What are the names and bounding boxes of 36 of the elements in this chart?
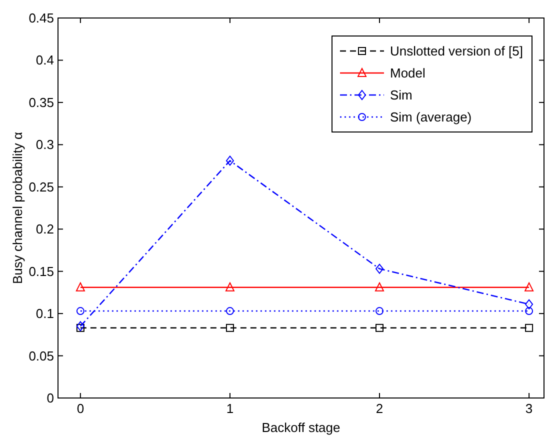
point (226, 156, 234, 166)
x-tick-label: 2 (376, 401, 384, 416)
y-tick-label: 0.1 (36, 306, 54, 322)
point (376, 324, 384, 332)
point (525, 324, 534, 332)
x-tick-label: 0 (76, 401, 84, 416)
y-tick-label: 0 (46, 390, 54, 406)
legend-label: Unslotted version of [5] (390, 44, 523, 58)
legend-label: Sim (390, 88, 412, 102)
point (76, 324, 84, 332)
point (525, 299, 534, 310)
y-tick-label: 0.4 (36, 52, 54, 68)
x-tick-label: 1 (226, 401, 234, 416)
x-axis-title: Backoff stage (262, 420, 340, 435)
y-axis-title: Busy channel probability α (10, 131, 25, 284)
x-tick-label: 3 (525, 401, 533, 416)
point (225, 282, 234, 292)
point (76, 307, 84, 316)
y-tick-label: 0.05 (28, 348, 54, 364)
y-tick-label: 0.25 (28, 179, 54, 194)
point (375, 282, 384, 292)
point (525, 307, 534, 316)
y-tick-label: 0.3 (36, 137, 54, 152)
y-tick-label: 0.15 (28, 264, 54, 279)
point (376, 264, 384, 274)
point (76, 282, 85, 292)
legend-label: Model (390, 66, 426, 80)
point (376, 307, 384, 316)
point (76, 321, 84, 332)
point (226, 324, 234, 332)
y-tick-label: 0.35 (28, 94, 54, 110)
point (226, 307, 234, 316)
legend-label: Sim (average) (390, 110, 472, 124)
y-tick-label: 0.45 (28, 10, 54, 26)
point (524, 282, 534, 292)
y-tick-label: 0.2 (36, 222, 54, 237)
